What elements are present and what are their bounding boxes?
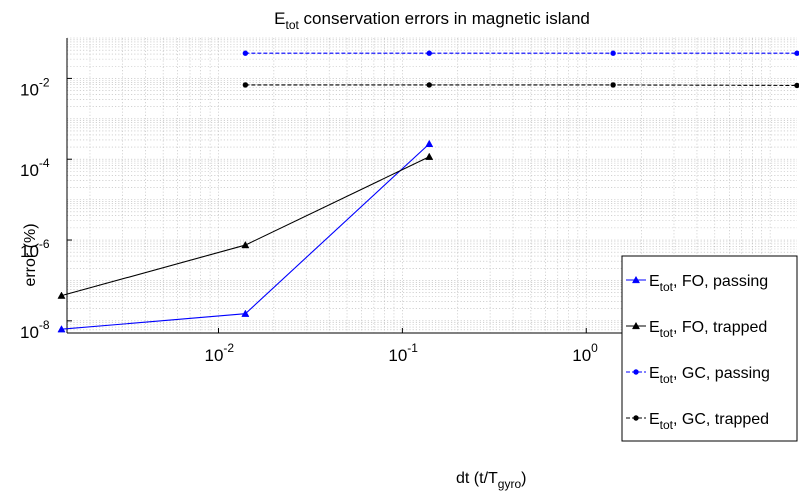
y-tick-label: 10-8 (20, 318, 50, 342)
data-point (57, 325, 66, 333)
x-tick-label: 100 (572, 341, 598, 365)
legend-box (621, 255, 798, 442)
legend-label: Etot, GC, trapped (649, 411, 769, 432)
data-point (794, 50, 799, 56)
x-tick-label: 10-1 (388, 341, 418, 365)
data-point (57, 291, 66, 299)
legend-swatch-marker (633, 369, 639, 375)
legend-label: Etot, FO, passing (649, 273, 768, 294)
legend-swatch-marker (633, 415, 639, 421)
y-tick-label: 10-6 (20, 237, 50, 261)
legend-swatch-marker (631, 321, 641, 330)
series-3 (242, 50, 799, 56)
data-point (426, 82, 432, 88)
legend-label: Etot, GC, passing (649, 365, 770, 386)
data-point (426, 50, 432, 56)
legend: Etot, FO, passing Etot, FO, trapped Etot, … (621, 255, 798, 442)
legend-label: Etot, FO, trapped (649, 319, 767, 340)
series-line (245, 84, 798, 86)
y-axis-label: error (%) (22, 223, 39, 286)
data-point (425, 152, 434, 160)
series-2 (57, 152, 434, 299)
data-point (241, 309, 250, 317)
x-axis-label: dt (t/Tgyro) (456, 470, 526, 491)
legend-item: Etot, GC, trapped (626, 411, 769, 432)
data-point (242, 82, 249, 88)
data-point (241, 240, 250, 249)
y-tick-label: 10-2 (20, 75, 50, 99)
legend-item: Etot, GC, passing (626, 365, 770, 386)
y-tick-label: 10-4 (20, 156, 50, 180)
series-1 (57, 139, 434, 333)
data-point (610, 82, 616, 88)
legend-item: Etot, FO, trapped (626, 319, 767, 340)
data-point (425, 139, 434, 147)
data-point (794, 82, 799, 89)
data-point (242, 50, 249, 56)
chart-title: Etot conservation errors in magnetic isl… (274, 9, 590, 32)
legend-swatch-marker (631, 275, 641, 284)
series-4 (242, 82, 799, 89)
data-point (610, 50, 616, 56)
x-tick-label: 10-2 (204, 341, 234, 365)
series-layer (57, 50, 799, 333)
legend-item: Etot, FO, passing (626, 273, 768, 294)
